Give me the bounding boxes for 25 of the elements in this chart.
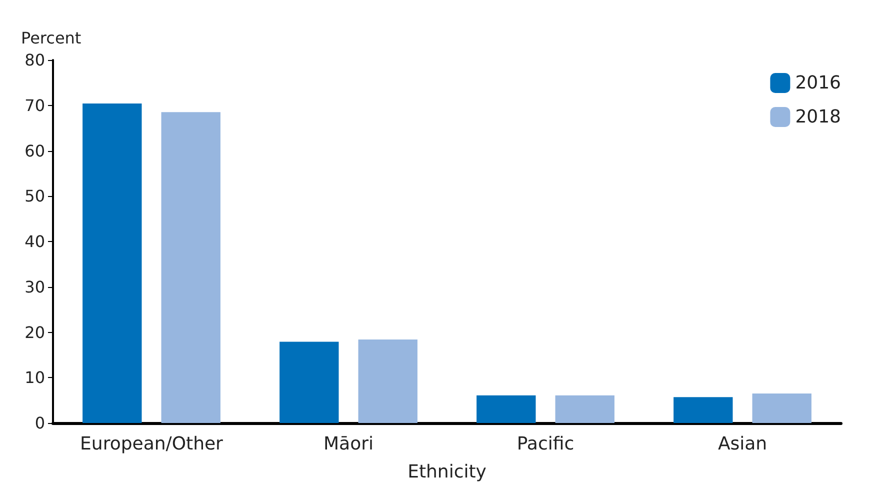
- bar: [161, 112, 220, 423]
- y-tick-label: 40: [24, 232, 45, 251]
- x-tick-label: Māori: [324, 434, 374, 454]
- y-tick-label: 50: [24, 186, 45, 206]
- bar: [280, 342, 339, 423]
- x-tick-label: Asian: [718, 434, 768, 454]
- y-tick-label: 80: [24, 50, 45, 70]
- x-tick-label: Pacific: [516, 434, 574, 454]
- bar: [82, 104, 142, 423]
- y-tick-label: 20: [24, 322, 45, 342]
- x-tick-label: European/Other: [80, 434, 224, 454]
- y-axis-title: Percent: [21, 28, 82, 48]
- bar: [674, 397, 733, 423]
- bar: [358, 340, 418, 423]
- legend-label: 2018: [795, 106, 842, 128]
- y-tick-label: 60: [24, 141, 45, 160]
- legend-label: 2016: [795, 72, 842, 94]
- bar: [752, 394, 812, 423]
- x-axis-title: Ethnicity: [408, 462, 487, 482]
- y-tick-label: 0: [34, 414, 45, 432]
- bar: [476, 395, 536, 423]
- y-tick-label: 10: [24, 368, 45, 388]
- y-tick-label: 70: [24, 96, 45, 115]
- bar: [555, 395, 614, 423]
- y-tick-label: 30: [24, 277, 45, 296]
